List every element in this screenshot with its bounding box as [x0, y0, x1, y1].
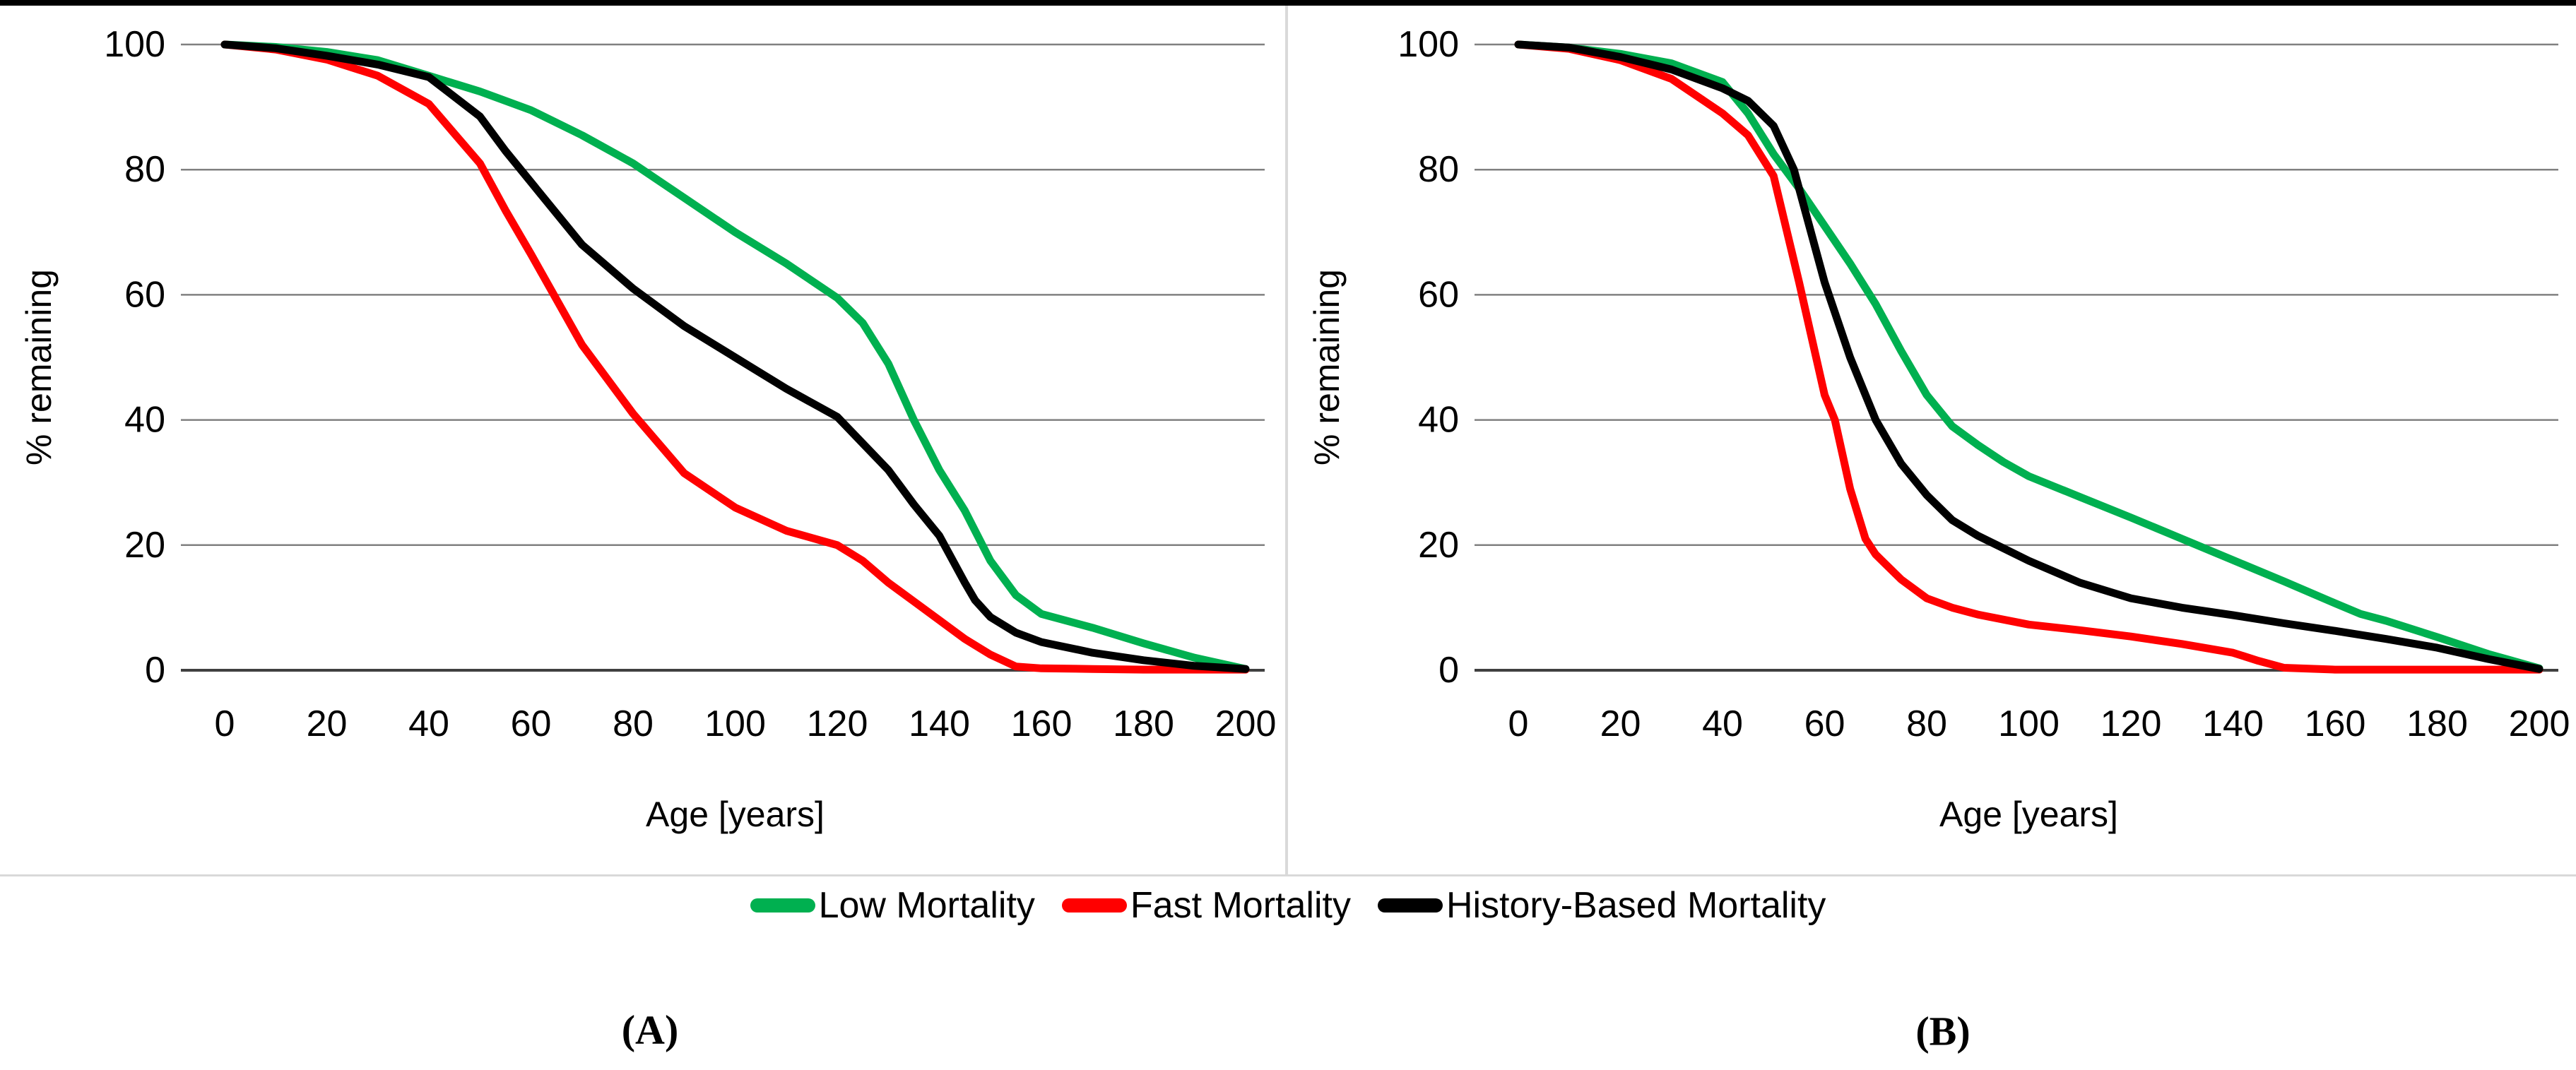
- x-tick-label: 100: [704, 703, 766, 744]
- x-axis-title: Age [years]: [646, 795, 825, 834]
- series-line-history-based-mortality: [1514, 40, 2543, 673]
- x-tick-label: 80: [613, 703, 654, 744]
- x-tick-label: 100: [1998, 703, 2060, 744]
- x-tick-label: 200: [1215, 703, 1277, 744]
- x-tick-label: 80: [1906, 703, 1947, 744]
- y-tick-label: 60: [1418, 274, 1459, 315]
- x-tick-label: 200: [2509, 703, 2570, 744]
- panel-divider: [1285, 6, 1288, 876]
- x-tick-label: 120: [807, 703, 868, 744]
- x-tick-label: 160: [1011, 703, 1073, 744]
- x-tick-label: 140: [909, 703, 970, 744]
- y-tick-label: 40: [124, 400, 165, 441]
- x-tick-label: 140: [2202, 703, 2264, 744]
- x-tick-label: 0: [1508, 703, 1529, 744]
- y-tick-label: 80: [1418, 149, 1459, 190]
- y-axis-title: % remaining: [19, 269, 59, 465]
- x-tick-label: 0: [215, 703, 235, 744]
- x-tick-label: 60: [1804, 703, 1845, 744]
- x-tick-label: 20: [307, 703, 348, 744]
- figure-top-border: [0, 0, 2576, 6]
- x-tick-label: 20: [1600, 703, 1641, 744]
- y-tick-label: 60: [124, 274, 165, 315]
- x-tick-label: 60: [511, 703, 552, 744]
- chart-panel-a: 0 20 40 60 80 100 0 20 40 60 80 100 120 140 160 180 200 A…: [19, 24, 1277, 834]
- legend-label: Fast Mortality: [1130, 885, 1351, 926]
- legend-swatch-fast-mortality: [1061, 898, 1127, 913]
- x-tick-label: 40: [1702, 703, 1743, 744]
- chart-panel-b: 0 20 40 60 80 100 0 20 40 60 80 100 120 140 160 180 200 A…: [1307, 24, 2570, 834]
- legend-item-history-based-mortality: History-Based Mortality: [1377, 884, 1826, 927]
- x-axis-title: Age [years]: [1939, 795, 2118, 834]
- series-line-history-based-mortality: [220, 40, 1250, 673]
- y-tick-label: 40: [1418, 400, 1459, 441]
- series-line-low-mortality: [1514, 40, 2543, 672]
- x-tick-label: 120: [2101, 703, 2162, 744]
- y-tick-label: 100: [1398, 24, 1459, 65]
- y-axis-title: % remaining: [1307, 269, 1347, 465]
- caption-panel-a: (A): [621, 1006, 679, 1053]
- y-tick-label: 20: [124, 525, 165, 566]
- legend-swatch-low-mortality: [750, 898, 815, 913]
- legend-item-low-mortality: Low Mortality: [750, 884, 1035, 927]
- series-line-fast-mortality: [220, 40, 1250, 674]
- legend-swatch-history-based-mortality: [1377, 898, 1443, 913]
- series-line-fast-mortality: [1514, 40, 2543, 674]
- x-tick-label: 160: [2305, 703, 2366, 744]
- y-tick-label: 0: [1438, 650, 1459, 691]
- legend-label: Low Mortality: [818, 885, 1035, 926]
- y-tick-label: 20: [1418, 525, 1459, 566]
- y-tick-label: 80: [124, 149, 165, 190]
- figure-bottom-divider: [0, 874, 2576, 876]
- x-tick-label: 40: [408, 703, 449, 744]
- x-tick-label: 180: [2406, 703, 2468, 744]
- legend-item-fast-mortality: Fast Mortality: [1061, 884, 1351, 927]
- y-tick-label: 0: [145, 650, 165, 691]
- x-tick-label: 180: [1113, 703, 1174, 744]
- chart-legend: Low Mortality Fast Mortality History-Based…: [0, 884, 2576, 927]
- caption-panel-b: (B): [1915, 1008, 1971, 1054]
- y-tick-label: 100: [104, 24, 165, 65]
- legend-label: History-Based Mortality: [1446, 885, 1826, 926]
